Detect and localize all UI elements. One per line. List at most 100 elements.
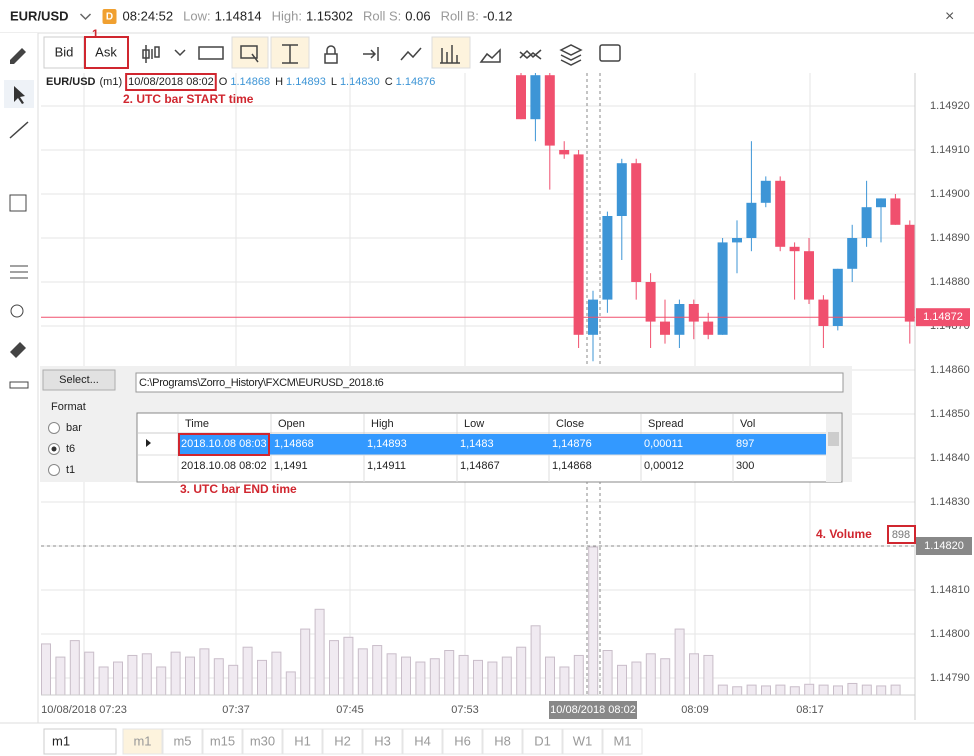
time-tick-label: 08:17 xyxy=(796,704,824,716)
timeframe-label: M1 xyxy=(613,733,631,748)
volume-bar xyxy=(300,628,311,696)
timeframe-button[interactable] xyxy=(562,728,603,755)
time-cell-box xyxy=(178,433,270,456)
timeframe-button[interactable] xyxy=(282,728,323,755)
volume-bar xyxy=(127,654,138,696)
volume-bar xyxy=(573,654,584,696)
legend-value: 1.14830 xyxy=(340,76,380,88)
radio[interactable] xyxy=(48,422,60,434)
volume-bars xyxy=(41,546,901,696)
ask-button[interactable] xyxy=(84,36,129,69)
volume-bar xyxy=(84,651,95,696)
indicator-icon[interactable] xyxy=(400,47,422,61)
row-selected[interactable] xyxy=(178,434,826,455)
fib-tool[interactable] xyxy=(10,265,28,279)
volume-bar xyxy=(588,546,599,696)
candle-body xyxy=(876,198,886,208)
timeframe-button[interactable] xyxy=(162,728,203,755)
candle-body xyxy=(775,180,786,247)
volume-bar xyxy=(876,685,887,696)
scroll-thumb[interactable] xyxy=(828,432,839,446)
volume-bar xyxy=(257,659,267,696)
line-tool[interactable] xyxy=(9,121,29,139)
cell: 1,14867 xyxy=(460,460,500,472)
volume-bar xyxy=(631,661,642,696)
close-icon[interactable]: × xyxy=(945,8,954,25)
timeframe-button[interactable] xyxy=(442,728,483,755)
overlay: EUR/USD (m1) 10/08/2018 08:02 O 1.14868 H 1.14… xyxy=(40,73,852,483)
candle-body xyxy=(660,321,670,335)
ruler-tool[interactable] xyxy=(9,381,29,389)
volume-bar xyxy=(645,653,656,696)
layers-icon[interactable] xyxy=(559,44,583,66)
symbol: EUR/USD xyxy=(10,8,69,23)
legend-key: H xyxy=(275,76,283,88)
timeframe-button[interactable] xyxy=(482,728,523,755)
timeframe-button[interactable] xyxy=(242,728,283,755)
radio[interactable] xyxy=(48,464,60,476)
annotation: 2. UTC bar START time xyxy=(123,92,254,106)
volume-bar xyxy=(732,686,743,696)
crosshair-icon[interactable] xyxy=(240,45,259,63)
candle-body xyxy=(789,246,800,252)
volume-bar xyxy=(473,659,483,696)
column-header: Spread xyxy=(648,418,683,430)
timeframe-button[interactable] xyxy=(522,728,563,755)
path-field xyxy=(135,372,844,393)
select-button[interactable] xyxy=(42,369,116,391)
camera-icon[interactable] xyxy=(599,44,621,62)
legend-period: (m1) xyxy=(100,76,123,88)
layout-icon[interactable] xyxy=(198,46,224,60)
range-icon[interactable] xyxy=(282,44,298,64)
zoom-tool[interactable] xyxy=(10,304,24,318)
volume-bar xyxy=(199,648,210,696)
timeframe-label: H6 xyxy=(454,733,471,748)
area-icon[interactable] xyxy=(479,48,501,63)
stat-label: High: xyxy=(272,8,302,23)
timeframe-input[interactable] xyxy=(43,728,117,755)
eraser-tool[interactable] xyxy=(10,342,26,358)
pencil-tool[interactable] xyxy=(10,48,26,64)
volume-bar xyxy=(185,656,195,696)
volume-box xyxy=(887,525,916,544)
sidebar xyxy=(0,33,38,723)
timeframe-button[interactable] xyxy=(122,728,163,755)
tool-toggle[interactable] xyxy=(231,36,269,69)
current-price-label: 1.14872 xyxy=(923,311,963,323)
dropdown-icon[interactable] xyxy=(174,49,186,57)
cell: 2018.10.08 08:02 xyxy=(181,460,267,472)
cell: 897 xyxy=(736,438,754,450)
volume-icon[interactable] xyxy=(440,45,460,64)
timeframe-button[interactable] xyxy=(322,728,363,755)
goto-icon[interactable] xyxy=(363,47,379,61)
candle-body xyxy=(890,198,901,225)
bid-label: Bid xyxy=(55,44,74,59)
timeframe-label: m1 xyxy=(133,733,151,748)
lock-icon[interactable] xyxy=(324,45,338,64)
cursor-tool[interactable] xyxy=(14,86,25,104)
candle-body xyxy=(818,299,829,326)
volume-bar xyxy=(415,661,426,696)
rect-tool[interactable] xyxy=(9,194,27,212)
format-option: bar xyxy=(66,422,82,434)
candle-icon[interactable] xyxy=(142,45,160,63)
timeframe-button[interactable] xyxy=(602,728,643,755)
volume-bar xyxy=(213,658,224,696)
compare-icon[interactable] xyxy=(519,49,542,60)
candle-body xyxy=(516,75,526,120)
candle-body xyxy=(544,75,555,146)
candle-body xyxy=(760,180,771,203)
legend-key: C xyxy=(385,76,393,88)
timeframe-label: m5 xyxy=(173,733,191,748)
volume-bar xyxy=(890,684,901,696)
price-tick-label: 1.14830 xyxy=(930,496,970,508)
timeframe-button[interactable] xyxy=(402,728,443,755)
timeframe-button[interactable] xyxy=(362,728,403,755)
candle-body xyxy=(717,242,728,335)
legend-time-box xyxy=(125,73,217,91)
timeframe-button[interactable] xyxy=(202,728,243,755)
stat-label: Low: xyxy=(183,8,210,23)
volume-bar xyxy=(545,656,555,696)
symbol-dropdown[interactable] xyxy=(79,13,92,21)
